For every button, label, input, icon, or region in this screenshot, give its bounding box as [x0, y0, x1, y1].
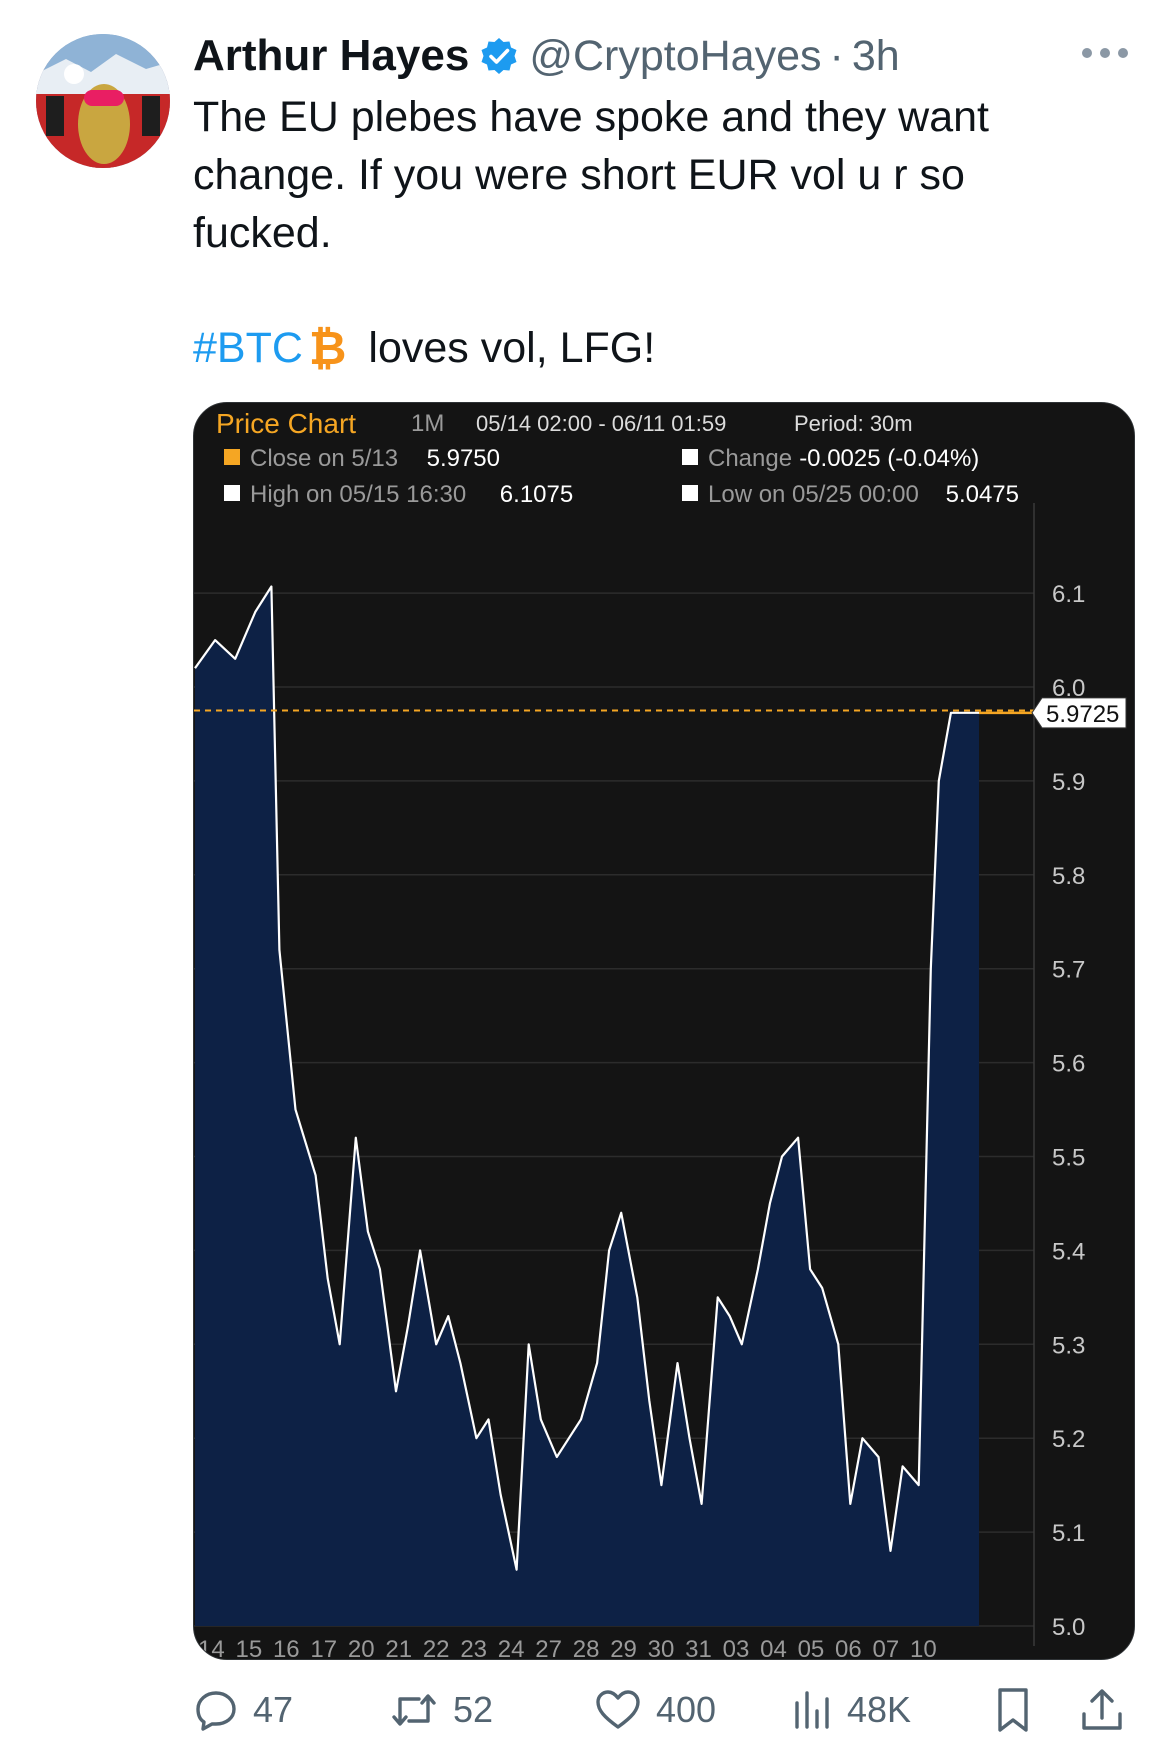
views-icon — [795, 1691, 829, 1729]
x-tick-label: 28 — [573, 1636, 600, 1659]
more-options-icon[interactable] — [1082, 38, 1152, 68]
legend-value: 6.1075 — [500, 481, 573, 508]
last-value-label: 5.9725 — [1046, 701, 1119, 728]
price-line — [194, 585, 979, 1571]
y-tick-label: 5.6 — [1052, 1051, 1085, 1078]
bookmark-button[interactable] — [993, 1680, 1047, 1740]
avatar-image — [36, 34, 170, 168]
legend-label: Change — [708, 445, 792, 472]
y-tick-label: 5.0 — [1052, 1614, 1085, 1641]
area-fill — [195, 586, 979, 1626]
legend-value: 5.9750 — [427, 445, 500, 472]
separator-dot: · — [829, 31, 844, 80]
legend-label: Close on 5/13 — [250, 445, 398, 472]
x-tick-label: 15 — [235, 1636, 262, 1659]
x-tick-label: 23 — [460, 1636, 487, 1659]
x-tick-label: 24 — [498, 1636, 525, 1659]
x-tick-label: 10 — [910, 1636, 937, 1659]
y-tick-label: 6.1 — [1052, 581, 1085, 608]
views-button[interactable]: 48K — [791, 1680, 911, 1740]
x-tick-label: 16 — [273, 1636, 300, 1659]
x-tick-label: 29 — [610, 1636, 637, 1659]
chart-image-card[interactable]: Price Chart 1M 05/14 02:00 - 06/11 01:59 Pe… — [193, 402, 1135, 1660]
tweet-timestamp[interactable]: 3h — [851, 31, 900, 80]
x-tick-label: 20 — [348, 1636, 375, 1659]
repost-button[interactable]: 52 — [389, 1680, 493, 1740]
legend-value: 5.0475 — [946, 481, 1019, 508]
bookmark-icon — [998, 1688, 1028, 1732]
tweet-action-bar: 47 52 400 48K — [193, 1680, 1133, 1740]
heart-icon — [596, 1690, 640, 1729]
reply-icon — [196, 1691, 236, 1731]
y-tick-label: 5.2 — [1052, 1426, 1085, 1453]
chart-range: 1M — [411, 410, 444, 437]
x-tick-label: 05 — [798, 1636, 825, 1659]
tweet-body-line2: #BTC ₿ loves vol, LFG! — [193, 318, 655, 378]
price-chart: Price Chart 1M 05/14 02:00 - 06/11 01:59 Pe… — [194, 408, 1127, 1659]
tweet-body-tail: loves vol, LFG! — [368, 323, 656, 372]
x-tick-label: 22 — [423, 1636, 450, 1659]
legend-marker — [682, 449, 698, 465]
share-icon — [1082, 1689, 1122, 1730]
x-tick-label: 27 — [535, 1636, 562, 1659]
x-tick-label: 03 — [723, 1636, 750, 1659]
y-tick-label: 5.3 — [1052, 1332, 1085, 1359]
y-tick-label: 5.7 — [1052, 957, 1085, 984]
share-button[interactable] — [1079, 1680, 1139, 1740]
y-tick-label: 5.5 — [1052, 1145, 1085, 1172]
reply-button[interactable]: 47 — [193, 1680, 293, 1740]
bitcoin-icon: ₿ — [308, 322, 347, 374]
legend-label: Low on 05/25 00:00 — [708, 481, 919, 508]
tweet-body: The EU plebes have spoke and they want c… — [193, 93, 990, 257]
x-tick-label: 17 — [310, 1636, 337, 1659]
author-handle[interactable]: @CryptoHayes — [529, 31, 822, 80]
chart-date-span: 05/14 02:00 - 06/11 01:59 — [476, 411, 726, 436]
like-button[interactable]: 400 — [594, 1680, 716, 1740]
view-count: 48K — [847, 1689, 912, 1730]
y-tick-label: 5.9 — [1052, 769, 1085, 796]
verified-badge-icon — [481, 38, 517, 74]
x-tick-label: 14 — [198, 1636, 225, 1659]
hashtag-link[interactable]: #BTC — [193, 323, 303, 372]
x-tick-label: 21 — [385, 1636, 412, 1659]
last-value-badge — [1031, 697, 1127, 729]
x-tick-label: 31 — [685, 1636, 712, 1659]
x-tick-label: 04 — [760, 1636, 787, 1659]
author-name[interactable]: Arthur Hayes — [193, 31, 470, 80]
chart-period: Period: 30m — [794, 411, 913, 436]
x-tick-label: 30 — [648, 1636, 675, 1659]
x-tick-label: 07 — [873, 1636, 900, 1659]
tweet-header: Arthur Hayes @CryptoHayes · 3h — [193, 26, 900, 86]
avatar[interactable] — [36, 34, 170, 168]
legend-label: High on 05/15 16:30 — [250, 481, 466, 508]
reply-count: 47 — [253, 1689, 294, 1730]
legend-marker — [682, 485, 698, 501]
repost-count: 52 — [453, 1689, 494, 1730]
y-tick-label: 5.4 — [1052, 1238, 1085, 1265]
legend-marker — [224, 449, 240, 465]
y-tick-label: 5.1 — [1052, 1520, 1085, 1547]
x-tick-label: 06 — [835, 1636, 862, 1659]
repost-icon — [392, 1694, 436, 1726]
like-count: 400 — [656, 1689, 717, 1730]
chart-title: Price Chart — [216, 408, 356, 439]
legend-marker — [224, 485, 240, 501]
legend-value: -0.0025 (-0.04%) — [799, 445, 979, 472]
y-tick-label: 5.8 — [1052, 863, 1085, 890]
